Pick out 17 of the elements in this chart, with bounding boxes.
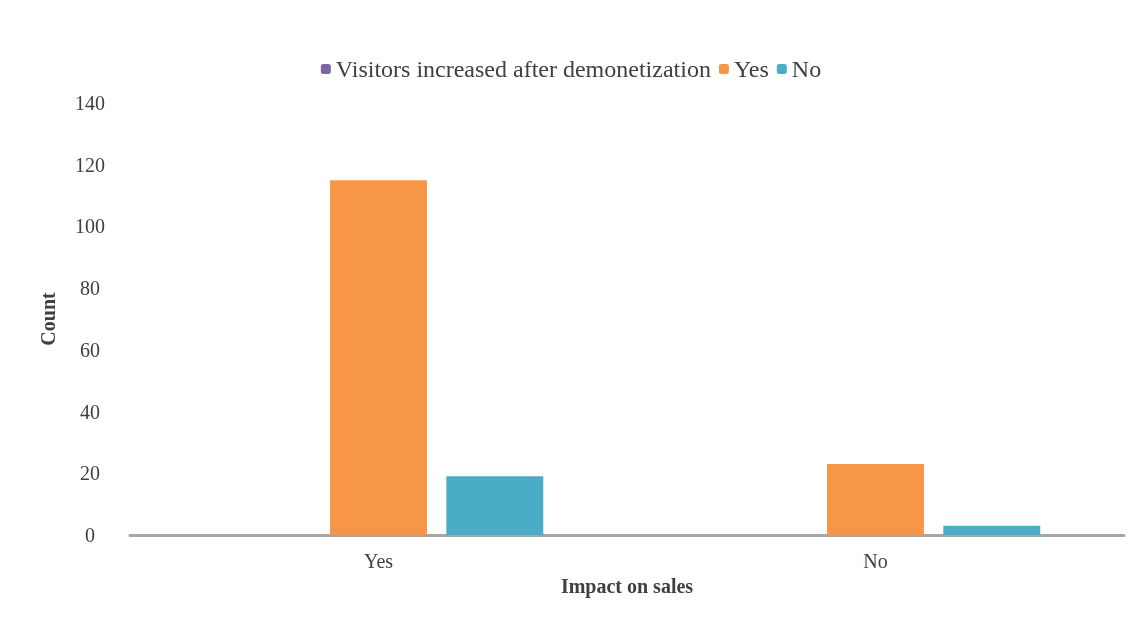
y-tick-label: 0 — [85, 524, 95, 546]
y-tick-label: 140 — [75, 92, 105, 114]
y-tick-label: 20 — [80, 462, 100, 485]
legend-label: No — [791, 56, 822, 82]
bar — [943, 525, 1041, 535]
bar — [827, 464, 924, 535]
x-axis-title: Impact on sales — [560, 574, 694, 598]
y-axis-title: Count — [37, 291, 59, 346]
legend-label: Visitors increased after demonetization — [335, 56, 711, 82]
legend-label: Yes — [733, 56, 769, 82]
bar — [446, 476, 544, 535]
y-tick-label: 100 — [75, 215, 105, 238]
y-tick-label: 60 — [80, 338, 100, 361]
bar — [330, 180, 427, 535]
y-tick-label: 40 — [80, 400, 100, 423]
y-tick-label: 120 — [75, 153, 105, 176]
y-tick-label: 80 — [80, 277, 100, 300]
